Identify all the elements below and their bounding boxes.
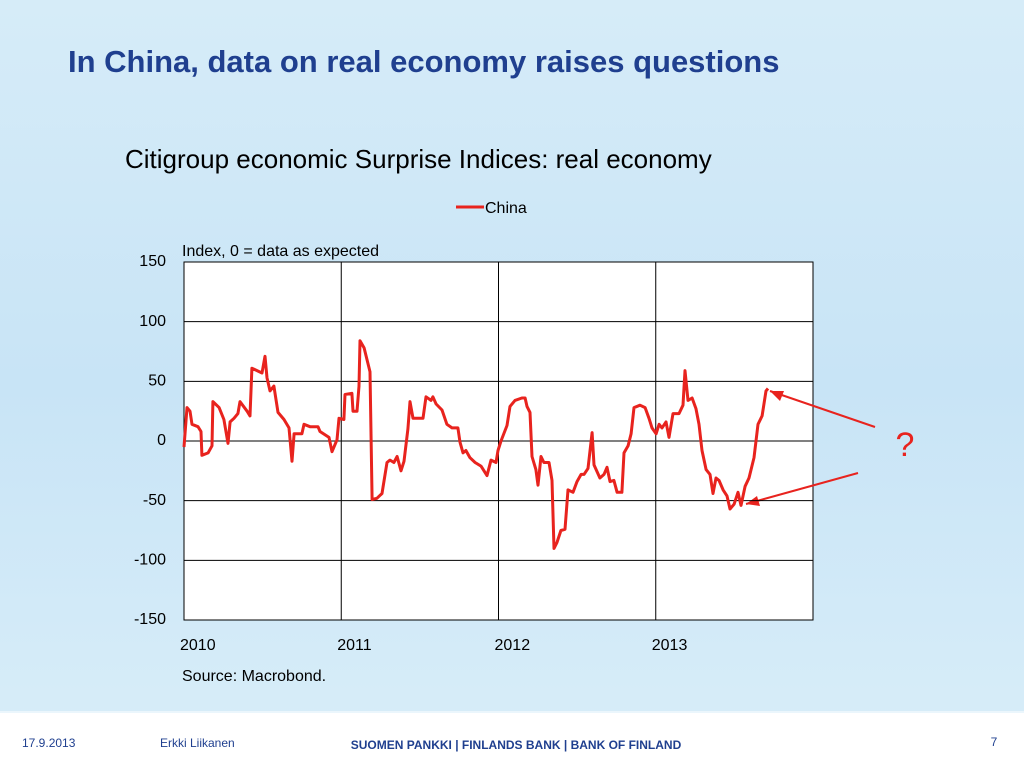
y-tick-label: 0 bbox=[157, 432, 166, 449]
y-tick-label: 50 bbox=[148, 373, 166, 390]
x-tick-label: 2010 bbox=[180, 637, 216, 654]
footer-org: SUOMEN PANKKI | FINLANDS BANK | BANK OF … bbox=[351, 738, 682, 752]
annotation: ? bbox=[896, 426, 915, 464]
y-tick-label: -150 bbox=[134, 611, 166, 628]
y-tick-label: 150 bbox=[139, 253, 166, 270]
y-axis-note: Index, 0 = data as expected bbox=[182, 243, 379, 260]
slide-title: In China, data on real economy raises qu… bbox=[68, 44, 779, 79]
source: Source: Macrobond. bbox=[182, 668, 326, 685]
footer-page: 7 bbox=[991, 735, 998, 749]
arrow-head bbox=[770, 391, 784, 401]
footer-author: Erkki Liikanen bbox=[160, 736, 235, 750]
arrow bbox=[769, 390, 876, 428]
y-tick-label: -100 bbox=[134, 552, 166, 569]
series-line bbox=[182, 339, 770, 550]
x-tick-label: 2011 bbox=[337, 637, 372, 654]
legend-label: China bbox=[485, 200, 527, 217]
footer-date: 17.9.2013 bbox=[22, 736, 76, 750]
arrow bbox=[745, 472, 859, 505]
y-tick-label: -50 bbox=[143, 492, 166, 509]
x-tick-label: 2013 bbox=[652, 637, 688, 654]
y-tick-label: 100 bbox=[139, 313, 166, 330]
x-tick-label: 2012 bbox=[495, 637, 531, 654]
chart-title: Citigroup economic Surprise Indices: rea… bbox=[125, 144, 712, 174]
footer-bg bbox=[0, 713, 1024, 768]
